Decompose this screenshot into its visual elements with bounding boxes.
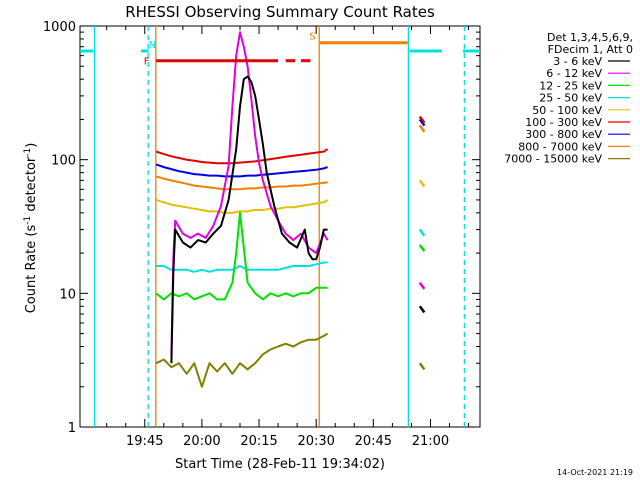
late-segment-7000-15000-kev [418,362,426,371]
legend-label-25-50-kev: 25 - 50 keV [539,92,602,105]
y-axis-ticks: 1 10 100 1000 [43,20,480,436]
x-tick-label-20-15: 20:15 [240,434,277,449]
y-tick-label-10: 10 [59,287,76,302]
chart-title: RHESSI Observing Summary Count Rates [125,3,435,21]
legend-label-100-300-kev: 100 - 300 keV [525,116,602,129]
legend-label-6-12-kev: 6 - 12 keV [546,67,602,80]
y-axis-label-sup-1: -1 [23,216,33,225]
y-tick-label-100: 100 [51,154,76,169]
generation-timestamp: 14-Oct-2021 21:19 [557,468,633,477]
vertical-markers [93,26,466,427]
late-segment-50-100-kev [418,179,426,188]
late-segment-3-6-kev [418,305,426,314]
state-bar-label-s: S [309,32,315,43]
state-bar-label-n: N [149,40,156,51]
x-tick-label-20-45: 20:45 [355,434,392,449]
series-line-12-25-kev [155,211,328,301]
legend-label-800-7000-kev: 800 - 7000 keV [518,140,602,153]
series-line-50-100-kev [155,198,329,214]
x-tick-label-21-00: 21:00 [412,434,449,449]
plot-area: N S F 19:45 20:00 20:15 20:30 20:45 21:00 1 10 10… [43,20,481,449]
legend-header-line-2: FDecim 1, Att 0 [548,43,633,56]
legend-label-12-25-kev: 12 - 25 keV [539,79,602,92]
series-line-800-7000-kev [155,175,328,191]
x-tick-label-19-45: 19:45 [126,434,163,449]
flare-bar-label: F [144,57,150,68]
y-axis-label-sup-2: -1 [23,148,33,157]
series-line-300-800-kev [155,163,328,178]
y-axis-label: Count Rate (s-1 detector-1) [23,143,39,314]
y-tick-label-1000: 1000 [43,20,76,35]
x-axis-ticks: 19:45 20:00 20:15 20:30 20:45 21:00 [106,26,470,449]
legend-label-3-6-kev: 3 - 6 keV [553,55,602,68]
x-axis-label: Start Time (28-Feb-11 19:34:02) [175,457,385,472]
legend-label-300-800-kev: 300 - 800 keV [525,128,602,141]
y-axis-label-mid: detector [24,156,39,216]
late-segment-6-12-kev [418,282,426,290]
late-segment-12-25-kev [418,244,426,252]
y-axis-label-end: ) [24,143,39,148]
series-line-25-50-kev [156,261,328,273]
series-line-6-12-kev [170,31,329,355]
legend: Det 1,3,4,5,6,9, FDecim 1, Att 0 3 - 6 k… [504,31,633,166]
x-tick-label-20-00: 20:00 [183,434,220,449]
state-bars: N S F [80,32,480,68]
series-lines [155,31,426,388]
late-segment-25-50-kev [418,228,426,237]
series-line-3-6-kev [170,75,328,364]
series-line-7000-15000-kev [155,332,329,388]
x-tick-label-20-30: 20:30 [297,434,334,449]
legend-label-7000-15000-kev: 7000 - 15000 keV [504,153,602,166]
y-tick-label-1: 1 [68,421,76,436]
late-segment-100-300-kev [418,115,426,124]
legend-label-50-100-kev: 50 - 100 keV [532,104,602,117]
y-axis-label-main: Count Rate (s [24,225,39,314]
series-line-100-300-kev [155,148,329,165]
late-segment-300-800-kev [418,118,426,127]
plot-frame [79,25,481,428]
late-segment-800-7000-kev [418,124,426,133]
legend-header-line-1: Det 1,3,4,5,6,9, [547,31,633,44]
